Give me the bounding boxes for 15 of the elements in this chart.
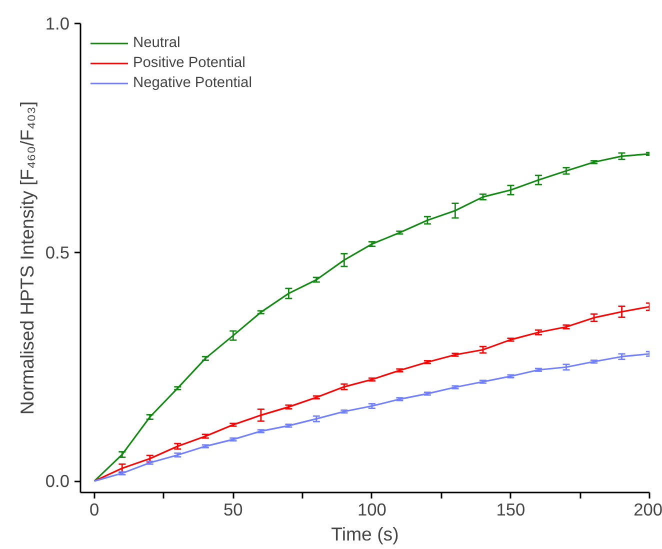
- x-tick-label: 0: [90, 500, 100, 520]
- x-tick-label: 200: [634, 500, 662, 520]
- x-axis-title: Time (s): [331, 524, 399, 544]
- y-tick-label: 1.0: [45, 14, 70, 34]
- x-tick-label: 100: [357, 500, 386, 520]
- legend-label: Negative Potential: [133, 75, 252, 91]
- legend-label: Positive Potential: [133, 55, 246, 71]
- legend-label: Neutral: [133, 35, 180, 51]
- line-series: [94, 153, 650, 482]
- y-tick-label: 0.0: [45, 471, 70, 492]
- line-series: [94, 306, 650, 482]
- y-tick-label: 0.5: [45, 242, 70, 262]
- y-axis-title: Normalised HPTS Intensity [F₄₆₀/F₄₀₃]: [16, 101, 38, 415]
- x-tick-label: 150: [496, 500, 526, 520]
- x-tick-label: 50: [224, 500, 243, 520]
